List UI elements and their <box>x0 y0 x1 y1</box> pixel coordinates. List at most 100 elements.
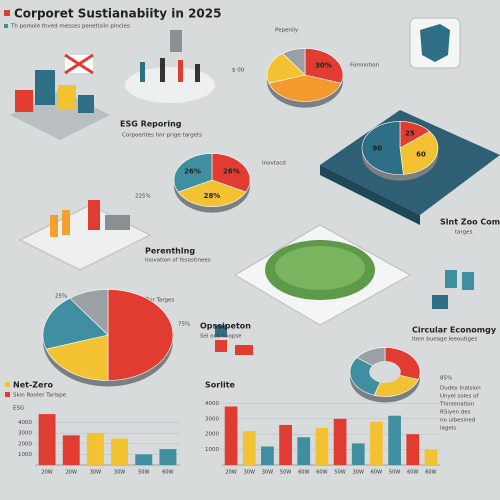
section-heading: ESG Reporing <box>120 120 182 129</box>
note-line: Unyel soles of <box>440 394 480 400</box>
subtitle-marker <box>4 24 8 28</box>
pie-slice <box>266 53 306 84</box>
pie-slice <box>268 74 342 102</box>
annotation: 225% <box>135 194 151 200</box>
x-tick-label: 20W <box>225 470 236 476</box>
slice-label: 25 <box>405 130 415 138</box>
annotation: Inovtacd <box>262 161 286 167</box>
bar <box>297 437 311 465</box>
note-line: no uibesined <box>440 418 475 424</box>
pie-slice <box>42 297 109 350</box>
x-tick-label: 50W <box>334 470 345 476</box>
bar <box>135 454 153 465</box>
x-tick-label: 30W <box>262 470 273 476</box>
bar <box>279 424 292 465</box>
pie-slice <box>349 357 386 396</box>
bar <box>406 434 420 465</box>
pie-slice <box>69 289 109 336</box>
pie-slice <box>177 179 247 207</box>
title: Corporet Sustianabiity in 2025 <box>14 7 221 21</box>
bar <box>62 435 80 465</box>
pie-slice <box>304 48 344 84</box>
bar <box>351 443 365 465</box>
annotation: Pepenily <box>275 28 299 34</box>
x-tick-label: 20W <box>66 470 77 476</box>
subtitle: Th pomole thved messes penetisiin pincie… <box>10 24 130 30</box>
donut-hole <box>369 360 401 384</box>
y-tick-label: 4000 <box>18 420 32 426</box>
legend-swatch <box>5 382 10 387</box>
pie-slice <box>107 289 174 381</box>
x-tick-label: 50W <box>389 470 400 476</box>
section-heading: Net-Zero <box>13 381 53 390</box>
y-tick-label: 4000 <box>205 401 219 407</box>
bar <box>315 428 329 465</box>
slice-label: 28% <box>204 192 221 200</box>
bar <box>111 438 129 465</box>
y-tick-label: 1000 <box>18 452 32 458</box>
section-heading: Sorlite <box>205 381 236 390</box>
bar <box>333 418 347 465</box>
section-text: targes <box>455 230 473 236</box>
x-tick-label: 60W <box>162 470 173 476</box>
bar <box>388 415 401 465</box>
x-tick-label: 60W <box>371 470 382 476</box>
factory-illustration <box>18 200 152 271</box>
x-tick-label: 60W <box>425 470 436 476</box>
bar <box>242 431 256 465</box>
x-tick-label: 20W <box>41 470 52 476</box>
annotation: Fomnotion <box>350 63 380 69</box>
pie-slice <box>45 334 109 381</box>
x-tick-label: 60W <box>407 470 418 476</box>
x-tick-label: 50W <box>280 470 291 476</box>
section-text: Item bueage leeoutiges <box>412 337 477 343</box>
note: Dudex Inalsion Unyel soles of Thinlenation… <box>439 386 481 432</box>
pie-slice <box>173 153 213 193</box>
section-heading: Opssipeton <box>200 322 251 331</box>
x-tick-label: 50W <box>138 470 149 476</box>
slice-label: 26% <box>184 168 201 176</box>
annotation: $ 00 <box>232 68 245 74</box>
section-text: Pet Zor Targes <box>135 298 174 304</box>
pie-slice <box>211 153 251 193</box>
shield-icon <box>409 17 461 69</box>
slice-label: 26% <box>223 168 240 176</box>
section-text: Skin Rooter Tarlape <box>13 393 67 399</box>
annotation: 75% <box>178 322 190 328</box>
pie-slice <box>361 121 404 175</box>
building-illustration <box>10 53 110 140</box>
pie-slice <box>282 48 306 76</box>
people-illustration <box>125 30 215 103</box>
bar <box>159 449 177 465</box>
title-marker <box>4 10 10 16</box>
chart-title: ESG <box>13 406 24 412</box>
x-tick-label: 30W <box>114 470 125 476</box>
legend-swatch <box>5 392 10 397</box>
section-text: Corpoerites hnr prige targets <box>122 133 202 139</box>
bar <box>370 421 383 465</box>
x-tick-label: 60W <box>316 470 327 476</box>
y-tick-label: 1000 <box>205 447 219 453</box>
slice-label: 60 <box>416 150 426 158</box>
x-tick-label: 30W <box>244 470 255 476</box>
note-line: Dudex Inalsion <box>440 386 481 392</box>
section-heading: Perenthlng <box>145 247 195 256</box>
y-tick-label: 3000 <box>18 431 32 437</box>
bar <box>38 414 56 465</box>
annotation: 25% <box>55 294 67 300</box>
bar <box>424 449 438 465</box>
x-tick-label: 60W <box>298 470 309 476</box>
slice-label: 30% <box>315 62 332 70</box>
x-tick-label: 30W <box>353 470 364 476</box>
annotation: 85% <box>440 376 452 382</box>
y-tick-label: 3000 <box>205 416 219 422</box>
pie-slice <box>399 131 439 175</box>
x-tick-label: 30W <box>90 470 101 476</box>
y-tick-label: 2000 <box>205 432 219 438</box>
note-line: lagels <box>440 426 456 432</box>
section-text: Inovation of fesostinees <box>145 258 211 264</box>
battery-icons <box>432 270 474 309</box>
section-text: Sei ooc hoopse <box>200 334 242 340</box>
bar <box>86 433 104 465</box>
